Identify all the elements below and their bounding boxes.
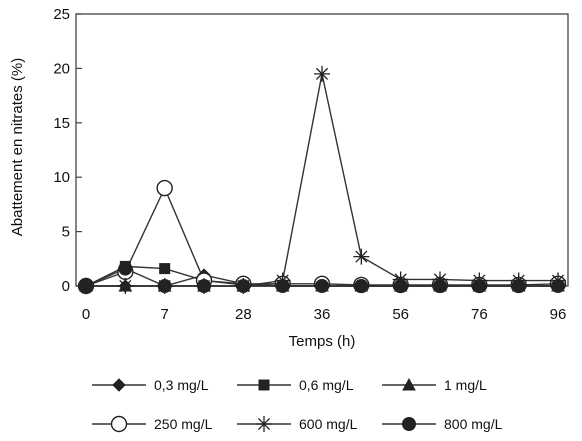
data-point bbox=[236, 279, 251, 293]
data-point bbox=[511, 279, 526, 293]
series-line-4 bbox=[85, 186, 559, 287]
legend-label: 600 mg/L bbox=[299, 416, 358, 432]
legend-label: 800 mg/L bbox=[444, 416, 503, 432]
legend-item: 250 mg/L bbox=[92, 415, 213, 433]
plot-frame bbox=[75, 13, 569, 287]
y-tick-label: 5 bbox=[62, 224, 70, 241]
x-tick-label: 36 bbox=[314, 306, 331, 323]
data-point bbox=[433, 279, 447, 293]
legend-marker bbox=[258, 379, 270, 391]
legend-item: 600 mg/L bbox=[237, 416, 358, 432]
legend-label: 0,3 mg/L bbox=[154, 377, 209, 393]
y-tick-label: 15 bbox=[53, 115, 70, 132]
legend-label: 1 mg/L bbox=[444, 377, 487, 393]
legend-label: 0,6 mg/L bbox=[299, 377, 354, 393]
data-point bbox=[79, 279, 93, 293]
x-axis-title: Temps (h) bbox=[289, 333, 356, 350]
data-point bbox=[157, 279, 172, 293]
y-tick-label: 20 bbox=[53, 60, 70, 77]
data-point bbox=[118, 261, 133, 276]
series-line-5 bbox=[86, 73, 558, 287]
data-point bbox=[197, 279, 211, 293]
legend-marker bbox=[402, 377, 416, 391]
data-point bbox=[353, 248, 370, 265]
data-point bbox=[551, 279, 565, 293]
data-point bbox=[314, 65, 330, 82]
x-tick-label: 0 bbox=[82, 306, 90, 323]
legend-marker bbox=[110, 415, 128, 433]
data-point bbox=[315, 279, 329, 293]
data-point bbox=[156, 179, 173, 197]
legend-marker bbox=[256, 416, 272, 432]
x-tick-label: 96 bbox=[550, 306, 567, 323]
data-point bbox=[354, 279, 369, 293]
data-point bbox=[159, 263, 171, 275]
legend-label: 250 mg/L bbox=[154, 416, 213, 432]
x-tick-label: 56 bbox=[392, 306, 409, 323]
data-point bbox=[393, 279, 408, 293]
legend-marker bbox=[112, 378, 126, 392]
x-tick-label: 7 bbox=[160, 306, 168, 323]
legend-item: 0,6 mg/L bbox=[237, 377, 354, 393]
x-tick-label: 76 bbox=[471, 306, 488, 323]
x-tick-label: 28 bbox=[235, 306, 252, 323]
data-point bbox=[275, 279, 290, 293]
legend-marker bbox=[402, 417, 416, 431]
legend-item: 0,3 mg/L bbox=[92, 377, 209, 393]
y-tick-label: 10 bbox=[53, 169, 70, 186]
data-point bbox=[117, 278, 134, 294]
y-axis-title: Abattement en nitrates (%) bbox=[9, 58, 26, 236]
y-tick-label: 25 bbox=[53, 6, 70, 23]
y-tick-label: 0 bbox=[62, 278, 70, 295]
legend-item: 1 mg/L bbox=[382, 377, 487, 393]
data-point bbox=[472, 279, 487, 293]
legend-item: 800 mg/L bbox=[382, 416, 503, 432]
